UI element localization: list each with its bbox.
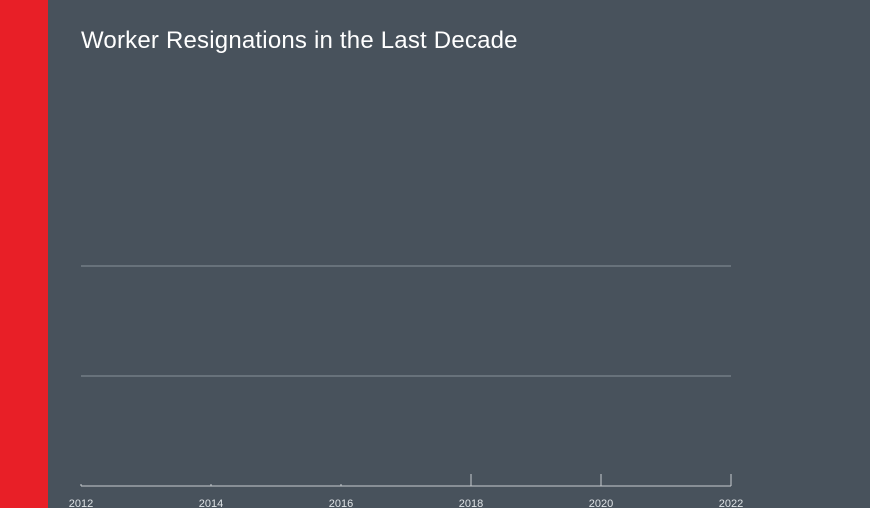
x-tick-label: 2014 bbox=[199, 498, 223, 508]
chart-title: Worker Resignations in the Last Decade bbox=[81, 27, 518, 54]
accent-bar bbox=[0, 0, 48, 508]
x-tick-label: 2016 bbox=[329, 498, 353, 508]
x-tick-label: 2018 bbox=[459, 498, 483, 508]
grid-layer bbox=[81, 265, 731, 377]
x-tick-label: 2022 bbox=[719, 498, 743, 508]
x-tick-label: 2012 bbox=[69, 498, 93, 508]
tick-layer: 2012 2014 2016 2018 2020 2022 bbox=[69, 474, 743, 508]
x-tick-label: 2020 bbox=[589, 498, 613, 508]
